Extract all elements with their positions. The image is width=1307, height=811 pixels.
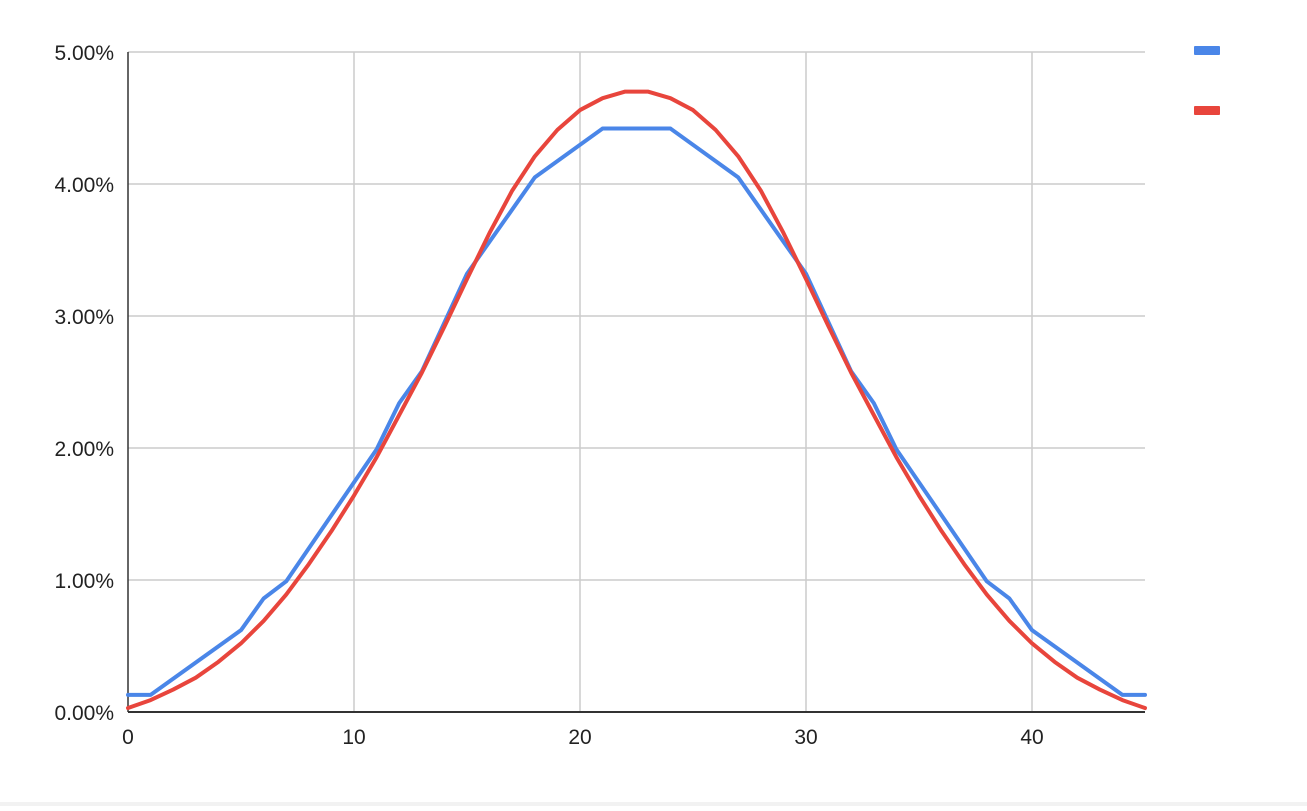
y-tick-label: 5.00% [54,42,114,65]
y-tick-label: 0.00% [54,702,114,725]
grid [128,51,1145,712]
bottom-divider [0,802,1307,806]
x-axis-tick-labels: 0 10 20 30 40 [122,726,1044,749]
legend-swatch-series-2 [1194,106,1220,115]
y-tick-label: 3.00% [54,306,114,329]
legend-swatch-series-1 [1194,46,1220,55]
axes [127,52,1145,713]
series-lines [126,89,1147,711]
x-tick-label: 10 [342,726,365,749]
y-tick-label: 1.00% [54,570,114,593]
series-1-line [126,126,1147,697]
y-tick-label: 2.00% [54,438,114,461]
x-tick-label: 0 [122,726,134,749]
y-axis-tick-labels: 0.00% 1.00% 2.00% 3.00% 4.00% 5.00% [54,42,114,725]
y-tick-label: 4.00% [54,174,114,197]
x-tick-label: 30 [794,726,817,749]
x-tick-label: 40 [1020,726,1043,749]
series-2-line [126,89,1147,711]
x-tick-label: 20 [568,726,591,749]
legend [1194,46,1220,115]
